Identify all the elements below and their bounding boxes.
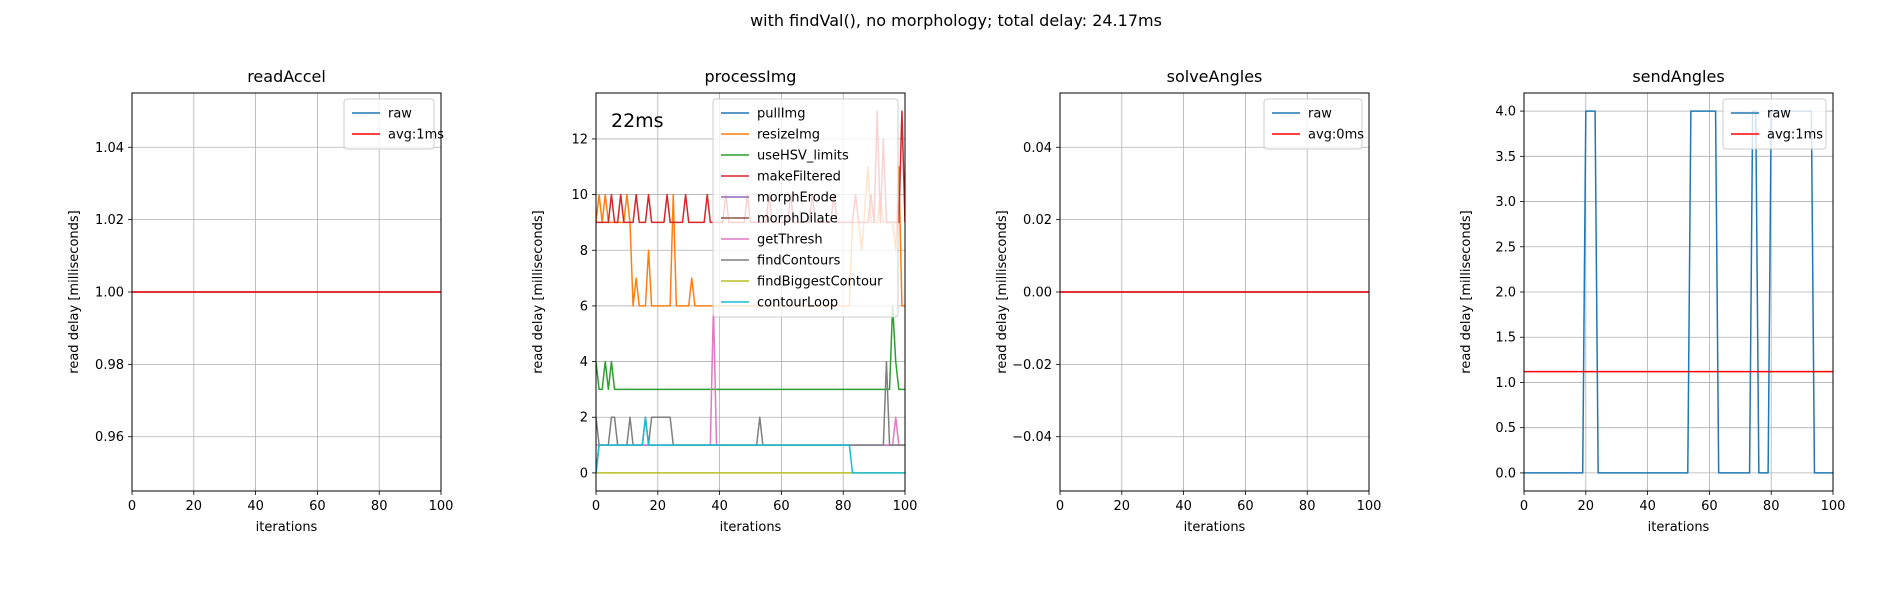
panel-2-ylabel: read delay [milliseconds]: [531, 210, 546, 373]
panel-1-legend-box: [343, 98, 435, 150]
panel-1-legend-label-raw: raw: [388, 107, 412, 122]
panel-1-xtick-label: 80: [371, 499, 388, 514]
panel-2-ytick-label: 10: [571, 188, 588, 203]
panel-4-ytick-label: 2.0: [1495, 286, 1516, 301]
panel-4-ytick-label: 1.0: [1495, 376, 1516, 391]
panel-2-xtick-label: 20: [650, 499, 667, 514]
panel-2-ytick-label: 2: [580, 411, 588, 426]
panel-3-legend-label-avg:0ms: avg:0ms: [1308, 128, 1364, 143]
panel-4-ylabel: read delay [milliseconds]: [1459, 210, 1474, 373]
panel-2-ytick-label: 6: [580, 299, 588, 314]
panel-4-xlabel: iterations: [1648, 520, 1710, 535]
panel-4-ytick-label: 2.5: [1495, 240, 1516, 255]
panel-1-readAccel: 0 20 40 60 80 100 0.96 0.98 1.00 1.02 1.04 readAcce…: [67, 67, 453, 535]
panel-3-ytick-label: −0.04: [1012, 430, 1052, 445]
panel-1-ytick-label: 0.98: [95, 358, 124, 373]
panel-2-legend-label-pullImg: pullImg: [757, 107, 805, 122]
panel-4-xtick-label: 80: [1763, 499, 1780, 514]
panel-2-annotation: 22ms: [611, 110, 664, 132]
panel-4-ytick-label: 0.5: [1495, 421, 1516, 436]
panel-2-legend-label-morphDilate: morphDilate: [757, 212, 838, 227]
panel-4-xtick-label: 100: [1821, 499, 1846, 514]
panel-1-title: readAccel: [247, 67, 326, 86]
panel-4-ytick-label: 3.5: [1495, 150, 1516, 165]
panel-4-xtick-label: 20: [1578, 499, 1595, 514]
panel-3-legend-label-raw: raw: [1308, 107, 1332, 122]
panel-3-xtick-label: 60: [1237, 499, 1254, 514]
panel-1-xtick-label: 60: [309, 499, 326, 514]
panel-2-title: processImg: [705, 67, 797, 86]
panel-2-legend-label-useHSV_limits: useHSV_limits: [757, 149, 849, 164]
panel-2-legend-label-morphErode: morphErode: [757, 191, 837, 206]
panel-2-legend-box: [712, 98, 899, 318]
panel-4-xtick-label: 40: [1639, 499, 1656, 514]
panel-3-title: solveAngles: [1167, 67, 1263, 86]
panel-2-xtick-label: 0: [592, 499, 600, 514]
panel-2-legend-label-getThresh: getThresh: [757, 233, 823, 248]
panel-2-series-useHSV_limits: [596, 305, 905, 391]
panel-4-ytick-label: 4.0: [1495, 105, 1516, 120]
panel-2-legend-label-makeFiltered: makeFiltered: [757, 170, 841, 185]
panel-4-legend-label-avg:1ms: avg:1ms: [1767, 128, 1823, 143]
panel-1-xlabel: iterations: [256, 520, 318, 535]
panel-3-xtick-label: 40: [1175, 499, 1192, 514]
panel-1-xtick-label: 100: [429, 499, 454, 514]
panel-2-series-getThresh: [596, 305, 905, 446]
panel-3-xtick-label: 80: [1299, 499, 1316, 514]
panel-4-xtick-label: 60: [1701, 499, 1718, 514]
panel-3-ytick-label: −0.02: [1012, 358, 1052, 373]
panel-1-legend-label-avg:1ms: avg:1ms: [388, 128, 444, 143]
figure-suptitle: with findVal(), no morphology; total del…: [750, 11, 1162, 30]
panel-2-xtick-label: 60: [773, 499, 790, 514]
panel-2-legend-label-contourLoop: contourLoop: [757, 296, 838, 311]
panel-2-legend-label-findBiggestContour: findBiggestContour: [757, 275, 883, 290]
panel-2-ytick-label: 4: [580, 355, 588, 370]
panel-2-legend-label-findContours: findContours: [757, 254, 841, 269]
panel-1-ylabel: read delay [milliseconds]: [67, 210, 82, 373]
panel-3-xtick-label: 100: [1357, 499, 1382, 514]
panel-3-ylabel: read delay [milliseconds]: [995, 210, 1010, 373]
panel-2-legend-label-resizeImg: resizeImg: [757, 128, 820, 143]
panel-1-ytick-label: 1.04: [95, 141, 124, 156]
panel-4-legend-box: [1722, 98, 1827, 150]
panel-2-processImg: 0 20 40 60 80 100 0 2 4 6 8 10 12 processImg iteration…: [531, 67, 917, 535]
panel-3-xtick-label: 20: [1114, 499, 1131, 514]
panel-2-series-contourLoop: [596, 416, 905, 474]
panel-4-legend-label-raw: raw: [1767, 107, 1791, 122]
panel-3-legend-box: [1263, 98, 1363, 150]
panel-4-sendAngles: 0 20 40 60 80 100 0.0 0.5 1.0 1.5 2.0 2.5 3.0 3.5 4.0 s…: [1459, 67, 1845, 535]
panel-1-xtick-label: 0: [128, 499, 136, 514]
panel-3-xtick-label: 0: [1056, 499, 1064, 514]
panel-3-ytick-label: 0.04: [1023, 141, 1052, 156]
panel-4-ytick-label: 0.0: [1495, 466, 1516, 481]
panel-1-ytick-label: 1.00: [95, 286, 124, 301]
panel-1-ytick-label: 1.02: [95, 213, 124, 228]
panel-2-ytick-label: 12: [571, 132, 588, 147]
panel-4-xtick-label: 0: [1520, 499, 1528, 514]
panel-2-ytick-label: 0: [580, 466, 588, 481]
panel-4-ytick-label: 3.0: [1495, 195, 1516, 210]
panel-2-series-findContours: [596, 360, 905, 446]
panel-2-axes-frame: [595, 92, 906, 492]
panel-1-xtick-label: 40: [247, 499, 264, 514]
panel-1-xtick-label: 20: [186, 499, 203, 514]
panel-2-xlabel: iterations: [720, 520, 782, 535]
panel-1-ytick-label: 0.96: [95, 430, 124, 445]
panel-3-solveAngles: 0 20 40 60 80 100 −0.04 −0.02 0.00 0.02 0.04 solveA…: [995, 67, 1381, 535]
panel-2-series-pullImg: [596, 444, 905, 473]
panel-2-ytick-label: 8: [580, 244, 588, 259]
panel-3-ytick-label: 0.00: [1023, 286, 1052, 301]
panel-3-xlabel: iterations: [1184, 520, 1246, 535]
panel-4-ytick-label: 1.5: [1495, 331, 1516, 346]
panel-4-title: sendAngles: [1632, 67, 1724, 86]
panel-2-xtick-label: 100: [893, 499, 918, 514]
panel-2-xtick-label: 80: [835, 499, 852, 514]
panel-3-ytick-label: 0.02: [1023, 213, 1052, 228]
panel-2-xtick-label: 40: [711, 499, 728, 514]
